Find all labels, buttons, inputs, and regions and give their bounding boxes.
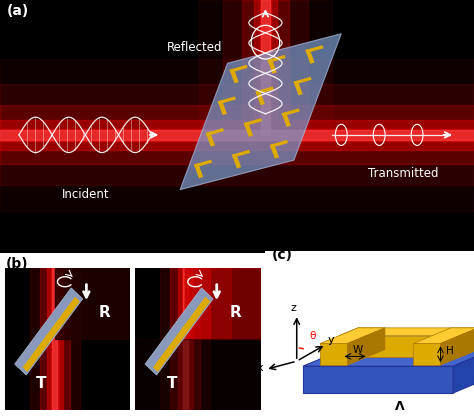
Polygon shape bbox=[23, 297, 80, 372]
Bar bbox=[185, 268, 210, 339]
Bar bbox=[242, 0, 289, 135]
Bar bbox=[254, 0, 277, 135]
Polygon shape bbox=[270, 140, 288, 148]
Polygon shape bbox=[199, 170, 215, 178]
Polygon shape bbox=[229, 69, 239, 84]
Polygon shape bbox=[459, 328, 474, 357]
Bar bbox=[0, 84, 474, 186]
Polygon shape bbox=[194, 163, 203, 178]
Polygon shape bbox=[229, 65, 248, 73]
Bar bbox=[53, 268, 57, 410]
Polygon shape bbox=[211, 139, 227, 147]
Polygon shape bbox=[235, 75, 251, 84]
Polygon shape bbox=[413, 344, 440, 365]
Polygon shape bbox=[153, 297, 210, 372]
Text: W: W bbox=[353, 345, 363, 355]
Text: (c): (c) bbox=[272, 248, 293, 262]
Polygon shape bbox=[261, 97, 277, 105]
Polygon shape bbox=[347, 328, 385, 365]
Polygon shape bbox=[282, 108, 300, 116]
Polygon shape bbox=[293, 77, 312, 85]
Polygon shape bbox=[339, 328, 474, 336]
Bar bbox=[261, 0, 270, 135]
Polygon shape bbox=[249, 129, 265, 137]
Polygon shape bbox=[303, 366, 453, 393]
Text: R: R bbox=[99, 305, 111, 320]
Bar bbox=[0, 130, 474, 140]
Bar bbox=[182, 268, 189, 410]
Text: (b): (b) bbox=[6, 257, 29, 270]
Bar bbox=[0, 129, 474, 141]
Polygon shape bbox=[273, 66, 289, 74]
Bar bbox=[30, 268, 80, 410]
Polygon shape bbox=[206, 132, 215, 147]
Polygon shape bbox=[320, 344, 347, 365]
Bar bbox=[185, 268, 230, 339]
Bar bbox=[178, 268, 193, 410]
Bar bbox=[170, 268, 201, 410]
Text: Incident: Incident bbox=[62, 188, 109, 201]
Bar bbox=[183, 268, 188, 410]
Polygon shape bbox=[145, 288, 213, 375]
Polygon shape bbox=[310, 56, 327, 64]
Polygon shape bbox=[255, 90, 265, 105]
Bar bbox=[0, 105, 474, 164]
Polygon shape bbox=[299, 87, 315, 95]
Polygon shape bbox=[282, 112, 291, 127]
Bar bbox=[185, 268, 261, 339]
Bar bbox=[160, 268, 210, 410]
Text: θ: θ bbox=[309, 331, 316, 342]
Polygon shape bbox=[206, 128, 224, 136]
Polygon shape bbox=[267, 59, 277, 74]
Bar bbox=[135, 339, 261, 410]
Polygon shape bbox=[303, 347, 474, 366]
Polygon shape bbox=[237, 161, 253, 168]
Polygon shape bbox=[223, 107, 239, 115]
Text: x: x bbox=[257, 363, 264, 373]
Bar bbox=[52, 268, 58, 410]
Polygon shape bbox=[287, 119, 303, 127]
Polygon shape bbox=[305, 45, 324, 53]
Polygon shape bbox=[453, 347, 474, 393]
Polygon shape bbox=[305, 49, 315, 64]
Text: H: H bbox=[446, 347, 454, 356]
Bar bbox=[260, 0, 271, 135]
Polygon shape bbox=[293, 80, 303, 95]
Text: y: y bbox=[328, 335, 335, 345]
Text: Reflected: Reflected bbox=[166, 41, 222, 54]
Polygon shape bbox=[218, 100, 227, 115]
Polygon shape bbox=[440, 328, 474, 365]
Polygon shape bbox=[194, 160, 212, 168]
Polygon shape bbox=[320, 328, 385, 344]
Polygon shape bbox=[244, 118, 262, 126]
Text: (a): (a) bbox=[7, 4, 29, 18]
Polygon shape bbox=[275, 150, 291, 158]
Text: Transmitted: Transmitted bbox=[368, 167, 438, 180]
Text: T: T bbox=[36, 376, 46, 391]
Text: z: z bbox=[291, 303, 296, 313]
Bar bbox=[223, 0, 308, 135]
Bar bbox=[199, 0, 332, 135]
Polygon shape bbox=[270, 144, 279, 158]
Polygon shape bbox=[15, 288, 83, 375]
Polygon shape bbox=[244, 122, 253, 137]
Text: R: R bbox=[229, 305, 241, 320]
Bar bbox=[0, 59, 474, 211]
Bar bbox=[0, 120, 474, 150]
Polygon shape bbox=[218, 97, 236, 104]
Text: Λ: Λ bbox=[395, 400, 405, 413]
Polygon shape bbox=[339, 336, 459, 357]
Text: T: T bbox=[166, 376, 177, 391]
Bar bbox=[47, 268, 63, 410]
Polygon shape bbox=[232, 153, 241, 168]
Polygon shape bbox=[255, 87, 274, 94]
Polygon shape bbox=[267, 55, 286, 63]
Polygon shape bbox=[232, 150, 250, 158]
Polygon shape bbox=[180, 34, 341, 190]
Polygon shape bbox=[413, 328, 474, 344]
Bar bbox=[55, 268, 130, 339]
Bar bbox=[40, 268, 70, 410]
